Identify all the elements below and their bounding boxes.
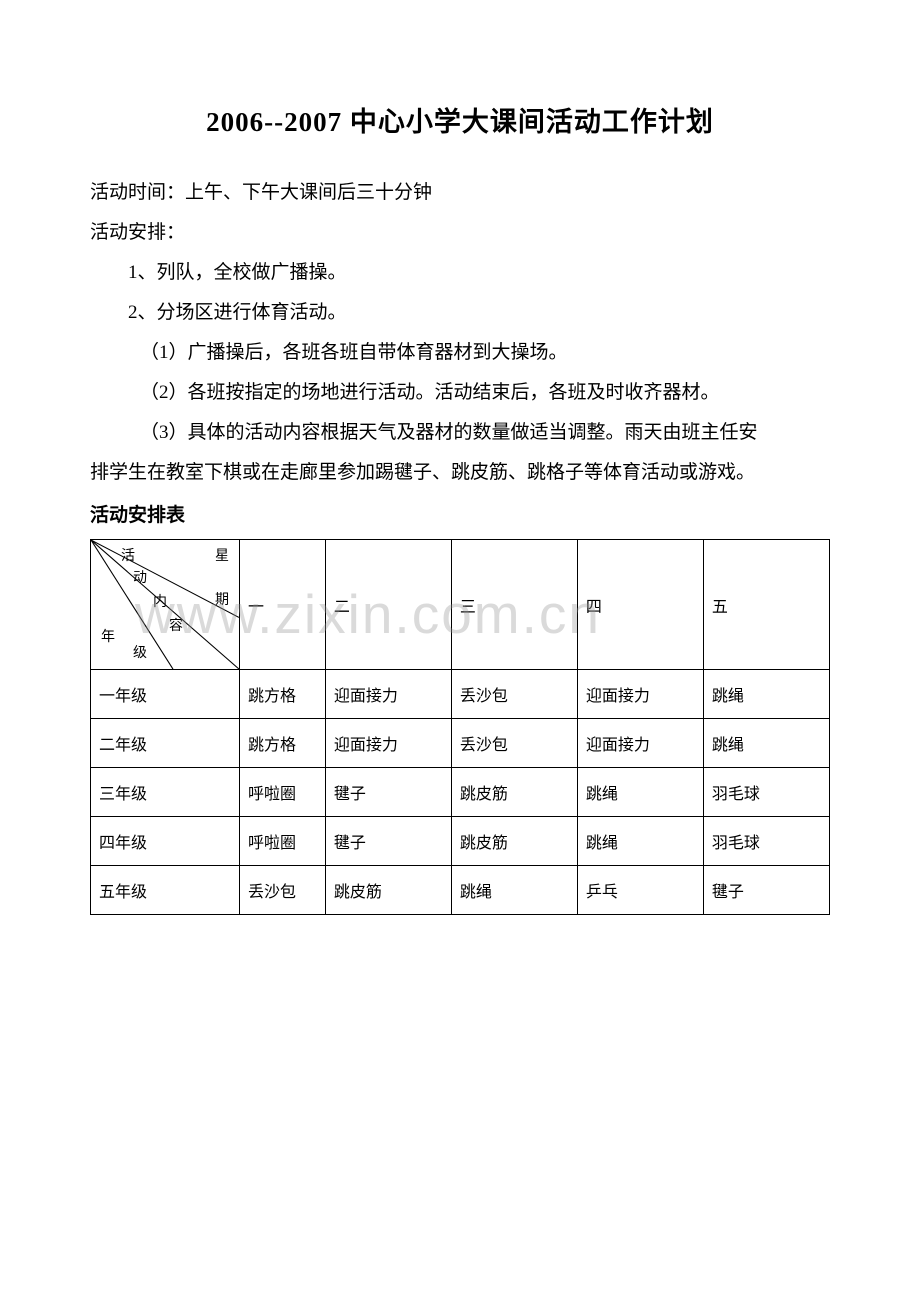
activity-cell: 迎面接力 — [325, 670, 451, 719]
diag-label-activity-1: 活 — [121, 550, 135, 564]
grade-cell: 三年级 — [91, 768, 240, 817]
sub-item-2: （2）各班按指定的场地进行活动。活动结束后，各班及时收齐器材。 — [90, 374, 830, 412]
sub-item-3a: （3）具体的活动内容根据天气及器材的数量做适当调整。雨天由班主任安 — [90, 414, 830, 452]
activity-cell: 丢沙包 — [239, 866, 325, 915]
schedule-table: 活 动 内 容 星 期 年 级 一 二 三 四 五 一年级 跳方格 迎面接力 丢… — [90, 539, 830, 915]
grade-cell: 二年级 — [91, 719, 240, 768]
grade-cell: 一年级 — [91, 670, 240, 719]
table-header-row: 活 动 内 容 星 期 年 级 一 二 三 四 五 — [91, 540, 830, 670]
activity-cell: 跳皮筋 — [325, 866, 451, 915]
activity-cell: 跳绳 — [703, 719, 829, 768]
activity-cell: 呼啦圈 — [239, 817, 325, 866]
table-body: 一年级 跳方格 迎面接力 丢沙包 迎面接力 跳绳 二年级 跳方格 迎面接力 丢沙… — [91, 670, 830, 915]
activity-cell: 丢沙包 — [451, 719, 577, 768]
table-row: 四年级 呼啦圈 毽子 跳皮筋 跳绳 羽毛球 — [91, 817, 830, 866]
diag-label-week-1: 星 — [215, 550, 229, 564]
col-header-tue: 二 — [325, 540, 451, 670]
col-header-mon: 一 — [239, 540, 325, 670]
table-row: 二年级 跳方格 迎面接力 丢沙包 迎面接力 跳绳 — [91, 719, 830, 768]
activity-cell: 迎面接力 — [577, 670, 703, 719]
diag-label-week-2: 期 — [215, 594, 229, 608]
activity-cell: 毽子 — [325, 817, 451, 866]
diagonal-header-cell: 活 动 内 容 星 期 年 级 — [91, 540, 240, 670]
activity-cell: 跳绳 — [451, 866, 577, 915]
col-header-wed: 三 — [451, 540, 577, 670]
arrangement-label: 活动安排： — [90, 214, 830, 252]
activity-cell: 跳绳 — [577, 817, 703, 866]
table-title: 活动安排表 — [90, 500, 830, 527]
col-header-thu: 四 — [577, 540, 703, 670]
activity-time: 活动时间：上午、下午大课间后三十分钟 — [90, 174, 830, 212]
diag-label-content-2: 容 — [169, 620, 183, 634]
activity-cell: 毽子 — [703, 866, 829, 915]
activity-cell: 呼啦圈 — [239, 768, 325, 817]
diag-label-grade-2: 级 — [133, 647, 147, 661]
document-title: 2006--2007 中心小学大课间活动工作计划 — [90, 100, 830, 139]
activity-cell: 跳绳 — [703, 670, 829, 719]
table-row: 一年级 跳方格 迎面接力 丢沙包 迎面接力 跳绳 — [91, 670, 830, 719]
activity-cell: 跳皮筋 — [451, 817, 577, 866]
diag-label-activity-2: 动 — [133, 572, 147, 586]
activity-cell: 羽毛球 — [703, 768, 829, 817]
diag-label-grade-1: 年 — [101, 631, 115, 645]
activity-cell: 羽毛球 — [703, 817, 829, 866]
col-header-fri: 五 — [703, 540, 829, 670]
activity-cell: 乒乓 — [577, 866, 703, 915]
sub-item-1: （1）广播操后，各班各班自带体育器材到大操场。 — [90, 334, 830, 372]
activity-cell: 跳方格 — [239, 719, 325, 768]
table-row: 三年级 呼啦圈 毽子 跳皮筋 跳绳 羽毛球 — [91, 768, 830, 817]
activity-cell: 丢沙包 — [451, 670, 577, 719]
activity-cell: 跳绳 — [577, 768, 703, 817]
list-item-2: 2、分场区进行体育活动。 — [90, 294, 830, 332]
diag-label-content-1: 内 — [153, 596, 167, 610]
activity-cell: 跳方格 — [239, 670, 325, 719]
activity-cell: 迎面接力 — [325, 719, 451, 768]
table-row: 五年级 丢沙包 跳皮筋 跳绳 乒乓 毽子 — [91, 866, 830, 915]
activity-cell: 毽子 — [325, 768, 451, 817]
grade-cell: 五年级 — [91, 866, 240, 915]
grade-cell: 四年级 — [91, 817, 240, 866]
activity-cell: 跳皮筋 — [451, 768, 577, 817]
list-item-1: 1、列队，全校做广播操。 — [90, 254, 830, 292]
sub-item-3b: 排学生在教室下棋或在走廊里参加踢毽子、跳皮筋、跳格子等体育活动或游戏。 — [90, 454, 830, 492]
activity-cell: 迎面接力 — [577, 719, 703, 768]
